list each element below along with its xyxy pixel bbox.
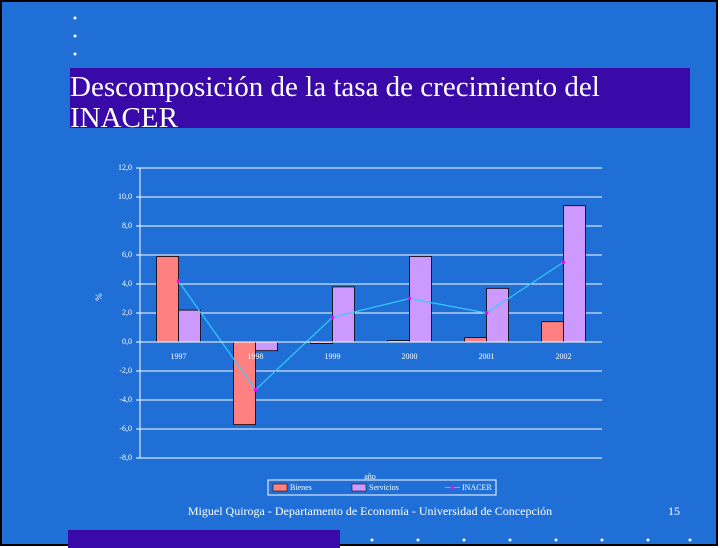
bar bbox=[178, 309, 201, 343]
legend-swatch bbox=[351, 483, 367, 492]
bullets bbox=[73, 16, 692, 542]
footer-band bbox=[68, 530, 340, 548]
x-tick-label: 2000 bbox=[402, 352, 418, 361]
y-tick-label: 12,0 bbox=[118, 163, 132, 172]
x-tick-label: 1999 bbox=[325, 352, 341, 361]
line-marker bbox=[176, 279, 181, 283]
bar bbox=[563, 205, 586, 343]
x-tick-label: 2001 bbox=[479, 352, 495, 361]
bar bbox=[156, 256, 179, 343]
x-tick-label: 1997 bbox=[171, 352, 187, 361]
legend-box bbox=[267, 479, 497, 496]
y-tick-label: 10,0 bbox=[118, 192, 132, 201]
bar bbox=[541, 321, 564, 343]
y-tick-label: 6,0 bbox=[122, 250, 132, 259]
legend-swatch bbox=[272, 483, 288, 492]
x-axis-label: año bbox=[364, 472, 376, 481]
x-tick-label: 2002 bbox=[556, 352, 572, 361]
footer-author: Miguel Quiroga - Departamento de Economí… bbox=[188, 504, 552, 518]
slide-title: Descomposición de la tasa de crecimiento… bbox=[70, 71, 600, 134]
y-tick-label: 8,0 bbox=[122, 221, 132, 230]
y-tick-label: 4,0 bbox=[122, 279, 132, 288]
line-marker bbox=[561, 260, 566, 265]
line-marker bbox=[407, 296, 412, 301]
title-band bbox=[70, 68, 690, 128]
y-axis-label: % bbox=[94, 293, 104, 301]
bar bbox=[464, 337, 487, 343]
line-marker bbox=[330, 315, 335, 320]
line-series bbox=[178, 261, 564, 391]
line-marker bbox=[253, 388, 258, 392]
x-tick-label: 1998 bbox=[248, 352, 264, 361]
legend-label: Bienes bbox=[290, 483, 312, 492]
y-tick-label: 0,0 bbox=[122, 337, 132, 346]
bar bbox=[255, 341, 278, 352]
y-tick-label: -2,0 bbox=[119, 366, 132, 375]
line-marker bbox=[484, 311, 489, 315]
y-tick-label: -4,0 bbox=[119, 395, 132, 404]
legend-marker bbox=[450, 485, 455, 490]
legend-label: Servicios bbox=[369, 483, 399, 492]
legend-label: INACER bbox=[462, 483, 492, 492]
y-tick-label: 2,0 bbox=[122, 308, 132, 317]
bar bbox=[486, 287, 509, 343]
y-tick-label: -8,0 bbox=[119, 453, 132, 462]
page-number: 15 bbox=[668, 504, 680, 518]
y-tick-label: -6,0 bbox=[119, 424, 132, 433]
